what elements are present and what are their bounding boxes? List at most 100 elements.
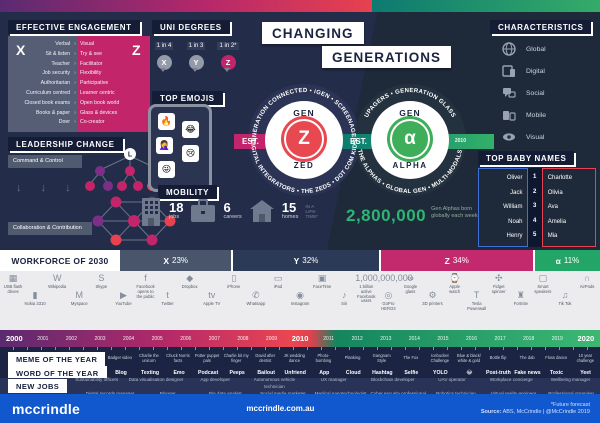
arrow-icon: › (74, 41, 76, 47)
meme-item: Chuck Norris facts (166, 352, 190, 363)
segment-pct: 11% (563, 256, 580, 265)
timeline-ticks (0, 347, 600, 350)
careers-stat: 6 careers (223, 200, 242, 220)
baby-names-header: TOP BABY NAMES (478, 148, 575, 166)
word-item: Bailout (257, 369, 275, 376)
emoji-tile: 😢 (182, 145, 199, 162)
timeline-item: ▶ YouTube (112, 290, 134, 330)
meme-item: Badger video (107, 355, 132, 361)
job-item: Workplace concierge (489, 376, 533, 382)
characteristic-global: Global (502, 38, 546, 60)
emoji-tile: 🔥 (158, 113, 175, 130)
timeline-item-label: Wikipedia (48, 284, 67, 289)
x-trait: Authoritarian (40, 80, 70, 87)
rank-number: 4 (532, 217, 537, 224)
job-item: Blockchain developer (371, 376, 415, 382)
year-label: 2005 (151, 335, 163, 342)
rank-number: 3 (532, 203, 537, 210)
ranks-column: 1 2 3 4 5 (527, 168, 542, 247)
gen-z-column-bg (78, 36, 150, 132)
word-item: Fake news (514, 369, 541, 376)
year-label: 2006 (180, 335, 192, 342)
timeline-item-icon: ▮ (32, 290, 38, 300)
timeline-item-label: Facebook opens to the public (136, 284, 155, 299)
workforce-bar: WORKFORCE OF 2030 X 23% Y 32% Z 34% α 11… (0, 250, 600, 271)
z-trait: Flexibility (80, 70, 102, 77)
timeline-item: ⚙ 3D printers (421, 290, 443, 330)
new-jobs-row1: Sustainability officers Data visualisatio… (67, 376, 600, 390)
characteristic-digital: Digital (502, 60, 546, 82)
medal-x-icon: X (156, 55, 172, 72)
segment-gen: X (163, 255, 169, 266)
emoji-tile: 😜 (158, 161, 175, 178)
word-item: App (319, 369, 330, 376)
timeline-icon-strip: ▦ USB flash drives ▮ Nokia 3310 W Wikipe… (0, 271, 600, 330)
job-item: App developer (200, 376, 231, 382)
top-gradient-bar-right (372, 0, 600, 12)
job-item: Autonomous vehicle technician (253, 376, 296, 389)
timeline-item: t Twitter (157, 290, 179, 330)
new-jobs-band: NEW JOBS Sustainability officers Data vis… (0, 376, 600, 396)
building-icon (142, 198, 160, 226)
girl-name: Amelia (547, 218, 567, 225)
timeline-item-label: Fidget spinner (491, 284, 506, 294)
timeline-item-icon: ◉ (296, 290, 304, 300)
job-item: Virtual reality engineer (490, 390, 537, 396)
engagement-row: Teacher › Facilitator (8, 60, 150, 70)
footer: mccrindle mccrindle.com.au *Future forec… (0, 394, 600, 423)
z-trait: Try & see (80, 50, 103, 57)
boy-name: Noah (508, 218, 523, 225)
z-trait: Open book world (80, 99, 120, 106)
year-label: 2015 (437, 335, 449, 342)
year-label: 2014 (408, 335, 420, 342)
segment-pct: 23% (172, 256, 189, 265)
meme-item: David after dentist (255, 352, 276, 363)
word-item: Yeet (580, 369, 591, 376)
timeline-item: ✆ Whatsapp (245, 290, 267, 330)
births-number: 2,800,000 (346, 206, 427, 225)
year-label: 2016 (465, 335, 478, 342)
job-item: Digital records manager (85, 390, 135, 396)
timeline-item: ◆ Dropbox (179, 273, 201, 330)
word-item: Texting (141, 369, 160, 376)
meme-item: Bottle flip (489, 355, 507, 361)
arrow-icon: › (74, 50, 76, 57)
meme-of-the-year-row: MEME OF THE YEAR Badger video Charlie the… (0, 351, 600, 366)
eye-icon (503, 133, 515, 141)
effective-engagement-panel (8, 36, 150, 132)
word-item: Hashtag (372, 369, 393, 376)
job-item: Professional organiser (548, 390, 595, 396)
footer-url[interactable]: mccrindle.com.au (246, 404, 315, 413)
globe-icon (502, 42, 516, 56)
job-item: Wellbeing manager (550, 376, 591, 382)
uni-degrees-row: 1 in 4 X 1 in 3 Y 1 in 2* Z (150, 34, 242, 72)
word-item: Cloud (345, 369, 361, 376)
boy-name: William (503, 204, 523, 211)
timeline-item-icon: ✆ (252, 290, 260, 300)
timeline-item-icon: ∞ (407, 273, 414, 283)
meme-item: Charlie bit my finger (223, 352, 249, 363)
year-label: 2002 (65, 335, 77, 342)
x-trait: Curriculum centred (26, 89, 70, 96)
characteristic-social: Social (502, 82, 546, 104)
timeline-item-icon: ◆ (186, 273, 194, 283)
girl-name: Ava (547, 204, 558, 211)
timeline-item: ▣ FaceTime (311, 273, 333, 330)
timeline-item-label: Apple TV (203, 301, 221, 306)
timeline-item-icon: ⚙ (428, 290, 437, 300)
workforce-segment: Y 32% (233, 250, 379, 271)
timeline-item-label: GoPro HERO3 (381, 301, 396, 311)
rank-number: 5 (532, 232, 537, 239)
meme-item: The dab (519, 355, 535, 361)
job-item: Data visualisation designer (128, 376, 184, 382)
timeline-item-label: 3D printers (422, 301, 443, 306)
year-label: 2017 (494, 335, 506, 342)
meme-items: Badger video Charlie the unicorn Chuck Nor… (105, 352, 600, 363)
timeline-item: 1,000,000,000 1 billion active Facebook … (355, 273, 413, 330)
girl-name: Mia (547, 233, 558, 240)
timeline-item-label: iPad (273, 284, 283, 289)
timeline-item-icon: S (98, 273, 105, 283)
timeline-item-icon: W (52, 273, 62, 283)
future-forecast-note: *Future forecast (550, 401, 590, 408)
year-label: 2007 (208, 335, 220, 342)
